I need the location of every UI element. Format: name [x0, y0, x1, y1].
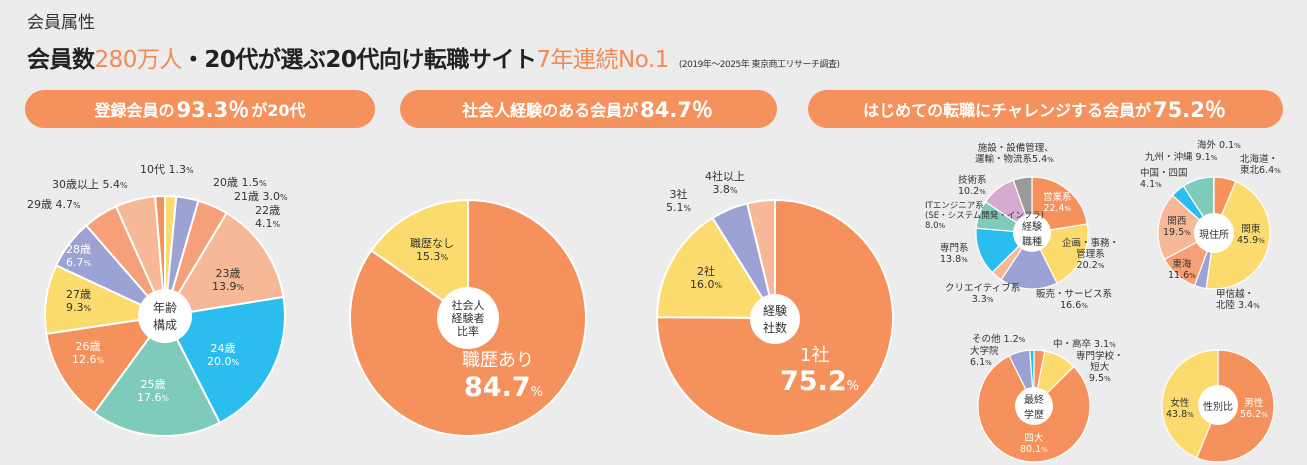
pie-slice: [745, 198, 776, 319]
slice-label: 中・高卒 3.1%: [1053, 339, 1116, 350]
headline-highlight-members: 280万人: [94, 47, 183, 73]
slice-label: 20歳 1.5%: [213, 176, 267, 189]
slice-label: 販売・サービス系 16.6%: [1036, 289, 1113, 311]
headline-note: (2019年～2025年 東京商工リサーチ調査): [678, 60, 840, 70]
center-label-job-type: 経験 職種: [1013, 214, 1051, 252]
pill-twenties: 登録会員の 93.3％ が20代: [25, 90, 375, 128]
slice-label: 海外 0.1%: [1197, 140, 1241, 151]
pie-slice: [1157, 194, 1216, 261]
slice-label: 大学院 6.1%: [970, 346, 999, 368]
pill-first-job-change: はじめての転職にチャレンジする会員が 75.2％: [808, 90, 1283, 128]
slice-label: 2社 16.0%: [690, 265, 723, 291]
slice-label: 東海 11.6%: [1168, 259, 1196, 281]
slice-label: 26歳 12.6%: [72, 340, 105, 366]
headline-part1: 会員数: [27, 47, 95, 73]
pie-slice: [92, 314, 222, 437]
center-label-companies: 経験 社数: [750, 294, 800, 344]
pill-figure: 75.2％: [1153, 98, 1226, 122]
slice-label: 施設・設備管理、 運輸・物流系5.4%: [975, 143, 1054, 165]
slice-label: 27歳 9.3%: [66, 288, 92, 314]
slice-label: 関東 45.9%: [1237, 224, 1265, 246]
headline-highlight-no1: 7年連続No.1: [536, 47, 669, 73]
pie-slice: [1205, 180, 1271, 290]
slice-label: 22歳 4.1%: [255, 204, 281, 230]
slice-label: 専門系 13.8%: [940, 243, 969, 265]
pie-slice: [349, 198, 587, 437]
slice-label: 専門学校・ 短大 9.5%: [1076, 351, 1124, 384]
slice-value-main: 75.2%: [780, 366, 859, 397]
slice-value-main: 84.7%: [464, 372, 543, 403]
pill-text: 登録会員の: [94, 101, 175, 120]
headline: 会員数280万人・20代が選ぶ20代向け転職サイト7年連続No.1 (2019年～…: [27, 40, 840, 74]
pill-figure: 93.3％: [176, 98, 250, 122]
slice-label: 25歳 17.6%: [137, 378, 170, 404]
slice-label-main: 1社: [800, 345, 830, 366]
slice-label-main: 職歴あり: [462, 350, 534, 371]
slice-label: 技術系 10.2%: [958, 175, 987, 197]
slice-label: 10代 1.3%: [140, 163, 194, 176]
slice-label: ITエンジニア系 (SE・システム開発・インフラ) 8.0%: [925, 201, 1044, 231]
center-label-residence: 現住所: [1194, 213, 1234, 253]
center-label-education: 最終 学歴: [1015, 387, 1053, 425]
slice-label: 4社以上 3.8%: [705, 170, 745, 196]
slice-label: 男性 56.2%: [1240, 398, 1268, 420]
slice-label: 関西 19.5%: [1163, 216, 1191, 238]
slice-label: 3社 5.1%: [666, 188, 692, 214]
slice-label: 21歳 3.0%: [234, 190, 288, 203]
headline-part2: ・20代が選ぶ20代向け転職サイト: [181, 47, 537, 73]
pie-slice: [1161, 349, 1219, 459]
center-label-gender: 性別比: [1198, 385, 1238, 425]
pill-text: が20代: [251, 101, 306, 120]
slice-label: 23歳 13.9%: [212, 267, 245, 293]
slice-label: 四大 80.1%: [1020, 433, 1048, 455]
slice-label: 28歳 6.7%: [66, 243, 92, 269]
center-label-experience: 社会人 経験者 比率: [437, 287, 499, 349]
slice-label: 九州・沖縄 9.1%: [1145, 152, 1218, 163]
pie-slice: [163, 211, 285, 318]
pie-slice: [656, 198, 894, 437]
pie-slice: [163, 295, 286, 425]
pie-slice: [369, 198, 469, 320]
slice-label: 30歳以上 5.4%: [52, 178, 128, 191]
pill-text: はじめての転職にチャレンジする会員が: [863, 101, 1151, 120]
section-title: 会員属性: [27, 13, 95, 33]
slice-label: 女性 43.8%: [1166, 398, 1194, 420]
slice-label: 職歴なし 15.3%: [410, 237, 454, 263]
slice-label: 中国・四国 4.1%: [1140, 168, 1188, 190]
slice-label: 24歳 20.0%: [207, 342, 240, 368]
slice-label: 29歳 4.7%: [27, 198, 81, 211]
slice-label: 営業系 22.4%: [1043, 192, 1072, 214]
slice-label: 企画・事務・ 管理系 20.2%: [1062, 238, 1120, 271]
pill-work-experience: 社会人経験のある会員が 84.7％: [400, 90, 777, 128]
center-label-age: 年齢 構成: [138, 289, 192, 343]
slice-label: その他 1.2%: [972, 334, 1026, 345]
slice-label: 北海道・ 東北6.4%: [1240, 154, 1281, 176]
pie-slice: [45, 314, 168, 415]
pill-figure: 84.7％: [640, 98, 713, 122]
pie-slice: [655, 216, 777, 320]
slice-label: 甲信越・ 北陸 3.4%: [1216, 289, 1260, 311]
pie-slice: [1000, 231, 1058, 290]
pie-slice: [154, 194, 166, 317]
pill-text: 社会人経験のある会員が: [462, 101, 639, 120]
slice-label: クリエイティブ系 3.3%: [945, 283, 1021, 305]
